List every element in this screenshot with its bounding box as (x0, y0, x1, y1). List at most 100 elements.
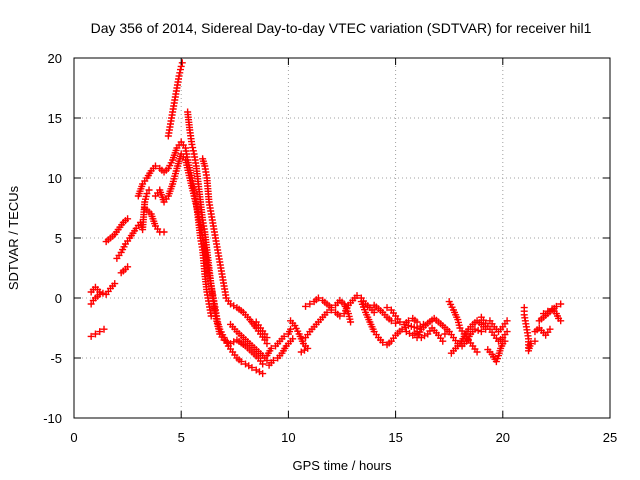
y-tick-label: -10 (43, 411, 62, 426)
data-point (99, 289, 107, 297)
y-tick-label: 20 (48, 51, 62, 66)
data-point (237, 358, 245, 366)
data-series-track-af (531, 324, 554, 339)
data-point (87, 300, 95, 308)
y-tick-label: -5 (50, 351, 62, 366)
data-point (306, 300, 314, 308)
data-point (91, 330, 99, 338)
data-point (392, 319, 400, 327)
y-tick-label: 10 (48, 171, 62, 186)
data-point (404, 317, 412, 325)
data-point (353, 292, 361, 300)
data-point (287, 325, 295, 333)
data-series-track-ac (484, 337, 509, 366)
data-point (302, 302, 310, 310)
data-point (124, 263, 132, 271)
data-point (552, 302, 560, 310)
data-series-track-o (263, 325, 295, 360)
data-series-track-h (141, 204, 168, 236)
data-point (263, 334, 271, 342)
data-point (383, 304, 391, 312)
data-series-track-q (287, 317, 312, 356)
data-point (473, 348, 481, 356)
data-series-track-d (102, 215, 132, 246)
data-point (189, 144, 197, 152)
data-point (289, 335, 297, 343)
x-axis-title: GPS time / hours (293, 458, 392, 473)
data-point (503, 317, 511, 325)
data-point (87, 332, 95, 340)
data-series-track-m (227, 320, 271, 364)
data-point (370, 308, 378, 316)
data-point (151, 162, 159, 170)
data-point (175, 72, 183, 80)
x-tick-label: 0 (70, 430, 77, 445)
data-point (327, 304, 335, 312)
data-point (501, 337, 509, 345)
data-point (531, 337, 539, 345)
data-point (540, 310, 548, 318)
x-tick-label: 25 (603, 430, 617, 445)
x-tick-label: 20 (496, 430, 510, 445)
data-point (269, 356, 277, 364)
data-point (259, 360, 267, 368)
data-point (188, 140, 196, 148)
x-tick-label: 10 (281, 430, 295, 445)
data-point (314, 294, 322, 302)
grid-layer (74, 58, 610, 418)
data-point (336, 312, 344, 320)
data-series-track-c (87, 290, 104, 308)
data-point (143, 190, 151, 198)
data-series-track-ah (540, 305, 565, 325)
data-point (387, 317, 395, 325)
data-point (323, 308, 331, 316)
data-point (503, 328, 511, 336)
data-series-track-k (184, 108, 267, 378)
data-series-track-r (302, 292, 378, 342)
data-point (546, 325, 554, 333)
data-point (263, 340, 271, 348)
data-series-track-w (402, 324, 447, 345)
data-point (557, 300, 565, 308)
data-series-track-b (87, 325, 108, 340)
data-point (259, 370, 267, 378)
data-point (297, 348, 305, 356)
data-series-track-a (87, 280, 119, 298)
chart-title: Day 356 of 2014, Sidereal Day-to-day VTE… (91, 20, 592, 36)
data-point (477, 328, 485, 336)
data-series-track-s (302, 294, 355, 326)
data-series-track-ad (486, 317, 511, 336)
data-point (474, 326, 482, 334)
data-series-track-ab (477, 313, 511, 345)
data-point (544, 307, 552, 315)
data-series-track-n (252, 318, 271, 342)
data-series-track-l (199, 155, 271, 348)
data-series-track-f (117, 263, 132, 277)
y-axis-title: SDTVAR / TECUs (6, 185, 21, 290)
data-point (280, 332, 288, 340)
data-point (471, 325, 479, 333)
y-tick-label: 5 (55, 231, 62, 246)
data-point (557, 317, 565, 325)
data-point (379, 338, 387, 346)
y-tick-label: 15 (48, 111, 62, 126)
x-tick-label: 5 (178, 430, 185, 445)
data-series-track-j (164, 59, 186, 140)
data-layer (87, 59, 565, 378)
data-series-track-v (383, 304, 421, 328)
data-series-track-ae (520, 304, 539, 355)
data-point (347, 318, 355, 326)
data-point (100, 325, 108, 333)
tick-layer: 0 5 10 15 20 25 -10 -5 0 5 10 15 20 (43, 51, 617, 445)
data-series-track-u (370, 301, 400, 327)
data-point (396, 318, 404, 326)
data-series-track-aa (447, 317, 490, 357)
y-tick-label: 0 (55, 291, 62, 306)
data-series-track-p (265, 335, 297, 369)
data-point (267, 344, 275, 352)
data-point (111, 280, 119, 288)
data-point (176, 69, 184, 77)
data-point (413, 318, 421, 326)
